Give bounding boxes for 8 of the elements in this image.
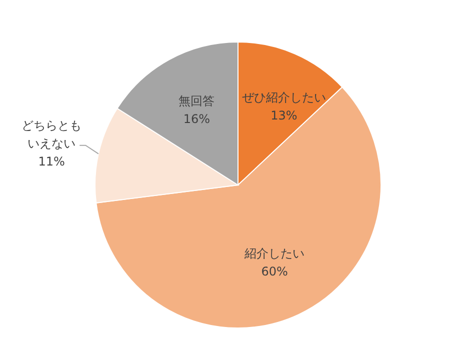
data-label: 60% — [261, 264, 288, 279]
data-label: 11% — [38, 154, 65, 168]
slice-label: どちらともいえない — [22, 118, 82, 150]
slice-label: 無回答 — [178, 94, 215, 108]
slice-label: 紹介したい — [244, 246, 305, 261]
data-label: 16% — [183, 112, 210, 126]
slice-label: ぜひ紹介したい — [242, 90, 326, 104]
data-label: 13% — [270, 108, 298, 122]
